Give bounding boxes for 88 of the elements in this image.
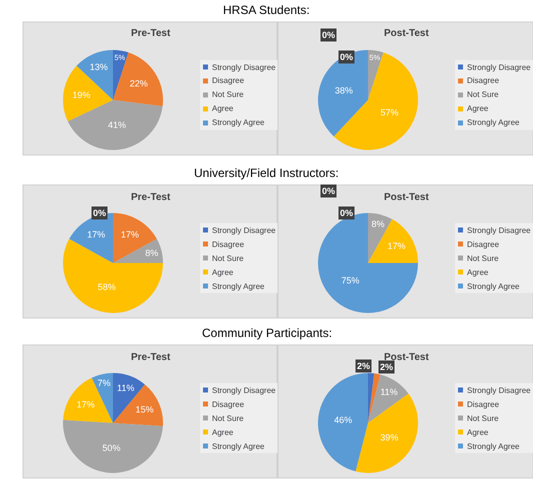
pie-slice	[368, 219, 418, 263]
data-label: 58%	[98, 282, 116, 292]
pie-slice	[318, 373, 368, 472]
pie-slice	[368, 374, 408, 423]
data-label: 5%	[369, 52, 381, 62]
pie-slice	[113, 213, 157, 263]
legend-label: Not Sure	[212, 254, 244, 263]
legend-label: Strongly Agree	[467, 282, 520, 291]
legend-label: Disagree	[467, 76, 500, 85]
pie-slice	[63, 420, 163, 473]
pie-slice	[63, 378, 113, 423]
data-label: 57%	[380, 108, 399, 118]
pie-slice	[113, 384, 163, 426]
pie-slice	[356, 394, 418, 473]
pie-slice	[68, 100, 163, 150]
data-label: 7%	[98, 378, 111, 388]
data-label: 17%	[87, 229, 106, 240]
pie-slice	[63, 66, 113, 122]
legend-label: Not Sure	[467, 254, 500, 263]
pie-slice	[113, 50, 128, 100]
data-label: 41%	[108, 120, 126, 130]
data-label: 19%	[72, 90, 90, 100]
legend-label: Not Sure	[467, 414, 500, 423]
legend-label: Disagree	[212, 240, 245, 249]
data-label: 17%	[388, 241, 406, 252]
legend-label: Strongly Disagree	[212, 386, 276, 395]
data-label: 8%	[371, 219, 384, 230]
text: 0%	[340, 208, 354, 218]
chart-title: Pre-Test	[131, 28, 171, 39]
data-label: 75%	[341, 276, 360, 286]
text: 0%	[93, 208, 106, 218]
text: Community Participants:	[202, 326, 332, 340]
data-label: 15%	[136, 404, 154, 414]
data-label: 8%	[145, 248, 158, 258]
legend-label: Strongly Agree	[212, 282, 266, 291]
chart-title: Post-Test	[384, 28, 430, 39]
pie-slice	[334, 52, 418, 150]
legend-label: Not Sure	[467, 90, 500, 99]
legend-label: Not Sure	[212, 90, 244, 99]
data-label: 39%	[380, 432, 398, 442]
legend-label: Strongly Disagree	[467, 63, 532, 72]
data-label: 2%	[357, 361, 370, 371]
pie-slice	[368, 373, 380, 423]
legend-label: Agree	[467, 268, 489, 277]
legend-label: Strongly Agree	[467, 118, 520, 127]
category-label: Strongly Disagree	[212, 226, 276, 235]
chart-title: Post-Test	[384, 192, 430, 203]
data-label: 11%	[116, 382, 134, 393]
text: HRSA Students:	[223, 3, 310, 17]
text: 0%	[340, 52, 354, 62]
text: 0%	[322, 186, 336, 196]
pie-slice	[318, 50, 368, 136]
data-label: 11%	[380, 387, 398, 398]
pie-slice	[113, 238, 163, 263]
legend-label: Disagree	[467, 240, 500, 249]
legend-label: Agree	[467, 104, 489, 113]
data-label: 50%	[102, 442, 120, 453]
pie-slice	[368, 373, 374, 423]
legend-label: Disagree	[212, 76, 245, 85]
legend-label: Agree	[467, 428, 489, 437]
pie-slice	[368, 50, 384, 100]
legend-label: Strongly Agree	[212, 442, 266, 451]
legend-label: Strongly Agree	[467, 442, 520, 451]
legend-label: Agree	[212, 268, 234, 277]
pie-slice	[113, 52, 163, 106]
legend-label: Agree	[212, 428, 234, 437]
chart-title: Pre-Test	[131, 192, 171, 203]
text: University/Field Instructors:	[194, 166, 339, 180]
data-label: 22%	[130, 78, 148, 89]
legend-label: Strongly Disagree	[212, 63, 276, 72]
legend-label: Strongly Disagree	[467, 226, 532, 235]
chart-title: Post-Test	[384, 352, 430, 363]
legend-label: Not Sure	[212, 414, 244, 423]
legend-label: Strongly Disagree	[467, 386, 532, 395]
data-label: 46%	[334, 414, 352, 425]
legend-label: Agree	[212, 104, 234, 113]
text: 0%	[322, 30, 336, 40]
data-label: 2%	[380, 362, 394, 372]
chart-title: Pre-Test	[131, 352, 171, 363]
legend-label: Disagree	[467, 400, 500, 409]
legend-label: Strongly Agree	[212, 118, 266, 127]
data-label: 17%	[120, 229, 139, 240]
legend-label: Disagree	[212, 400, 245, 409]
data-label: 38%	[334, 85, 353, 96]
data-label: 5%	[114, 52, 126, 62]
pie-slice	[63, 238, 163, 313]
data-label: 17%	[76, 399, 95, 410]
data-label: 13%	[90, 62, 108, 72]
